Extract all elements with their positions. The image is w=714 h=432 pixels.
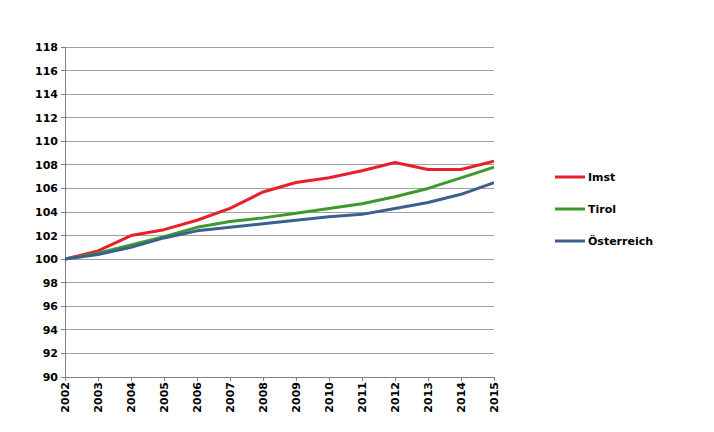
y-tick: [61, 282, 65, 283]
x-tick: [461, 377, 462, 381]
x-tick-label: 2007: [224, 382, 237, 413]
x-tick-label: 2013: [422, 382, 435, 413]
x-tick: [131, 377, 132, 381]
x-tick-label: 2010: [323, 382, 336, 413]
y-tick: [61, 306, 65, 307]
x-tick-label: 2009: [290, 382, 303, 413]
grid-line: [65, 70, 494, 71]
y-tick: [61, 188, 65, 189]
y-tick: [61, 353, 65, 354]
y-tick: [61, 94, 65, 95]
y-tick-label: 106: [35, 182, 58, 195]
legend-swatch: [555, 240, 585, 243]
y-tick: [61, 235, 65, 236]
y-tick-label: 102: [35, 230, 58, 243]
x-tick: [230, 377, 231, 381]
legend: Imst Tirol Österreich: [555, 171, 653, 248]
y-tick: [61, 259, 65, 260]
y-axis-line: [65, 47, 66, 377]
y-tick-label: 100: [35, 253, 58, 266]
x-tick-label: 2005: [158, 382, 171, 413]
y-tick: [61, 47, 65, 48]
x-tick: [494, 377, 495, 381]
y-tick: [61, 70, 65, 71]
legend-swatch: [555, 176, 585, 179]
y-tick: [61, 117, 65, 118]
x-axis: 2002 2003 2004 2005 2006 2007 2008 2009 2010 2011…: [59, 377, 501, 413]
grid-line: [65, 94, 494, 95]
grid-line: [65, 141, 494, 142]
x-tick: [428, 377, 429, 381]
y-tick-label: 118: [35, 41, 58, 54]
y-tick: [61, 164, 65, 165]
grid-line: [65, 377, 494, 378]
x-tick: [296, 377, 297, 381]
grid-line: [65, 306, 494, 307]
grid-line: [65, 282, 494, 283]
grid-line: [65, 329, 494, 330]
y-tick: [61, 212, 65, 213]
grid-line: [65, 212, 494, 213]
legend-label: Tirol: [588, 203, 616, 216]
grid-line: [65, 259, 494, 260]
x-tick-label: 2015: [488, 382, 501, 413]
y-axis: 90 92 94 96 98 100 102 104 106 108 110 112 114 116 118: [35, 41, 494, 384]
x-tick-label: 2006: [191, 382, 204, 413]
x-tick: [65, 377, 66, 381]
x-tick-label: 2004: [125, 382, 138, 413]
y-tick: [61, 329, 65, 330]
y-tick-label: 110: [35, 135, 58, 148]
grid-line: [65, 353, 494, 354]
y-tick-label: 96: [43, 300, 59, 313]
x-tick-label: 2008: [257, 382, 270, 413]
chart-svg: 90 92 94 96 98 100 102 104 106 108 110 112 114 116 118…: [0, 0, 714, 432]
legend-swatch: [555, 208, 585, 211]
x-tick-label: 2012: [389, 382, 402, 413]
y-tick-label: 94: [43, 324, 59, 337]
y-tick-label: 92: [43, 347, 58, 360]
y-tick-label: 114: [35, 88, 58, 101]
series-line: [65, 183, 494, 260]
grid-line: [65, 117, 494, 118]
grid-line: [65, 47, 494, 48]
y-tick-label: 116: [35, 65, 58, 78]
x-tick: [197, 377, 198, 381]
y-tick: [61, 141, 65, 142]
series-line: [65, 161, 494, 259]
chart: 90 92 94 96 98 100 102 104 106 108 110 112 114 116 118…: [0, 0, 714, 432]
y-tick-label: 90: [43, 371, 59, 384]
y-tick: [61, 377, 65, 378]
series-line: [65, 167, 494, 259]
x-tick: [98, 377, 99, 381]
y-tick-label: 108: [35, 159, 58, 172]
legend-label: Österreich: [588, 234, 653, 248]
y-tick-label: 104: [35, 206, 58, 219]
grid-line: [65, 164, 494, 165]
x-axis-line: [65, 377, 494, 378]
x-tick-label: 2002: [59, 382, 72, 413]
x-tick: [164, 377, 165, 381]
y-tick-label: 98: [43, 277, 58, 290]
x-tick: [263, 377, 264, 381]
plot-area: [65, 161, 494, 259]
x-tick: [395, 377, 396, 381]
x-tick-label: 2003: [92, 382, 105, 413]
legend-label: Imst: [588, 171, 615, 184]
x-tick: [362, 377, 363, 381]
x-tick-label: 2014: [455, 382, 468, 413]
x-tick: [329, 377, 330, 381]
y-tick-label: 112: [35, 112, 58, 125]
x-tick-label: 2011: [356, 382, 369, 413]
